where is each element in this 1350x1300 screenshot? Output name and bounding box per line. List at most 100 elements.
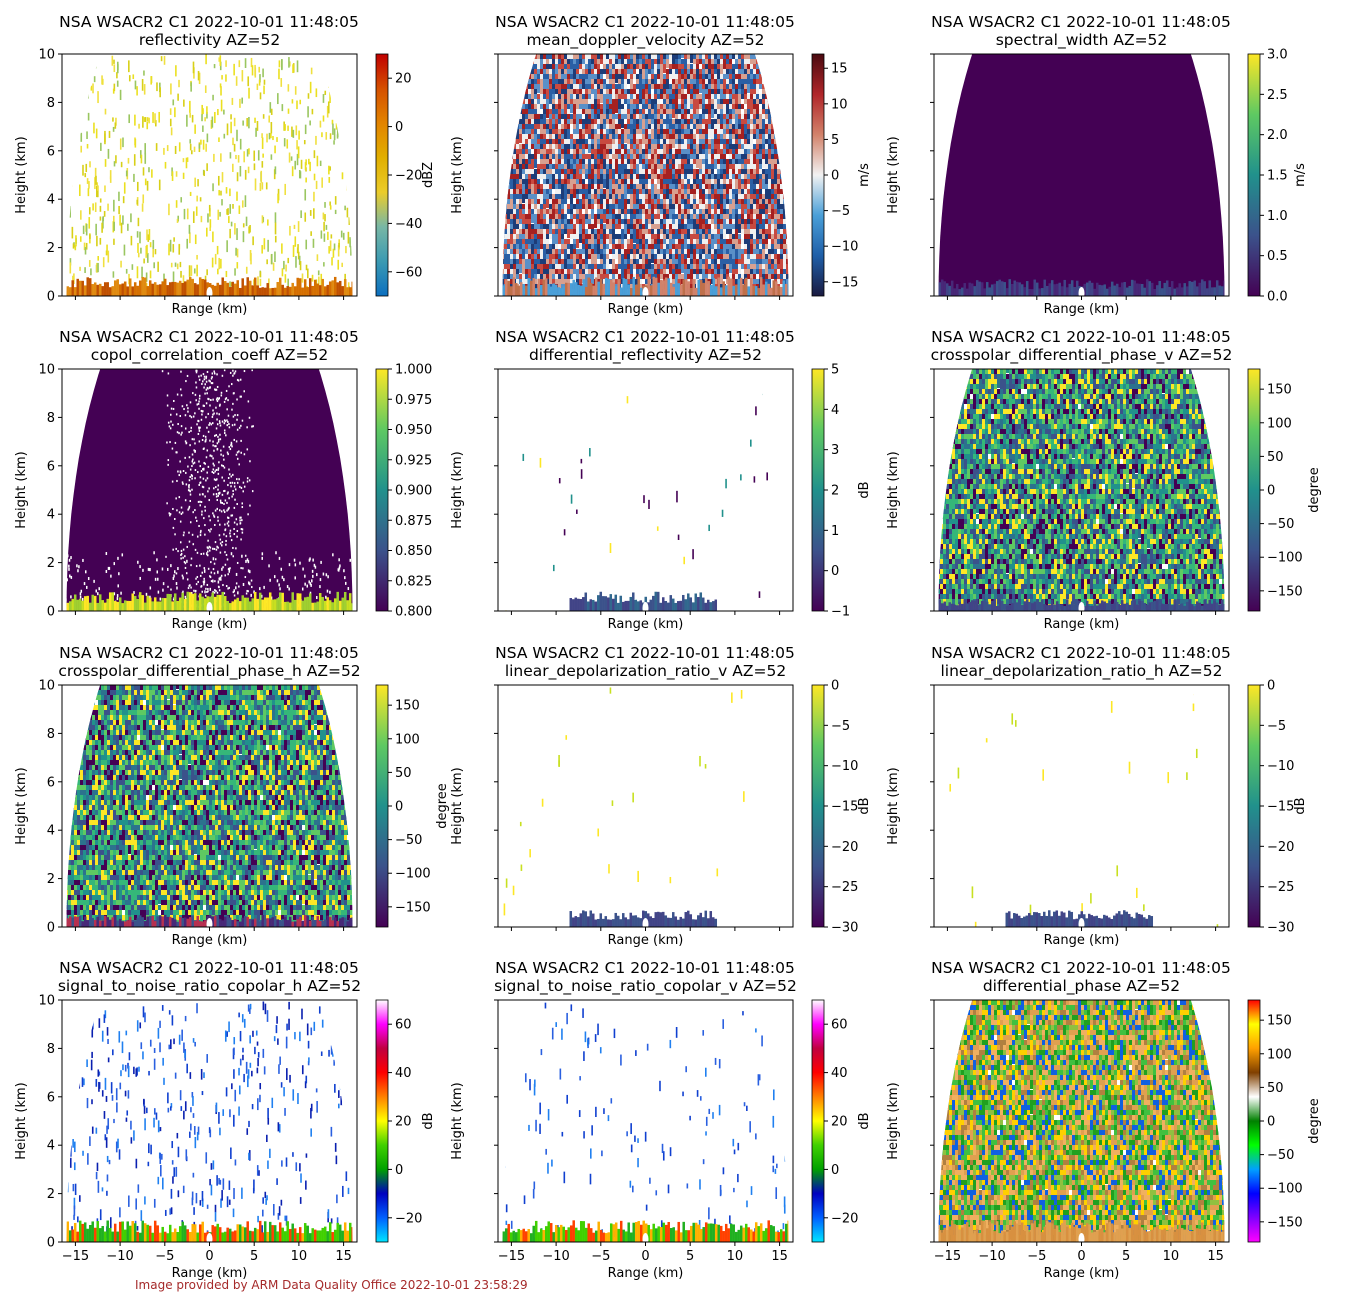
panel-subtitle: linear_depolarization_ratio_h AZ=52 [940, 662, 1222, 681]
panel-subtitle: crosspolar_differential_phase_v AZ=52 [931, 346, 1233, 365]
colorbar-tick-label: 2.0 [1267, 128, 1288, 143]
x-tick-label: −15 [934, 1249, 961, 1264]
y-tick-label: 10 [38, 994, 55, 1009]
colorbar-tick-label: −5 [1267, 719, 1286, 734]
data-field [941, 685, 1221, 927]
x-axis-label: Range (km) [1044, 302, 1120, 317]
colorbar-tick-label: 20 [395, 1115, 412, 1130]
colorbar-tick-label: −30 [831, 921, 858, 936]
x-tick-label: 5 [250, 1249, 258, 1264]
x-axis-label: Range (km) [608, 933, 684, 948]
x-tick-label: 5 [1122, 1249, 1130, 1264]
y-tick-label: 4 [47, 1139, 55, 1154]
colorbar-tick-label: 0 [1267, 484, 1275, 499]
x-tick-label: 15 [771, 1249, 788, 1264]
panel-title: NSA WSACR2 C1 2022-10-01 11:48:05 [495, 959, 795, 977]
x-tick-label: −15 [498, 1249, 525, 1264]
x-axis-label: Range (km) [172, 933, 248, 948]
colorbar-tick-label: 1 [831, 524, 839, 539]
colorbar-tick-label: −30 [1267, 921, 1294, 936]
colorbar-tick-label: 0 [831, 1163, 839, 1178]
y-tick-label: 6 [47, 775, 55, 790]
y-tick-label: 8 [47, 96, 55, 111]
data-field [502, 54, 789, 296]
y-axis-label: Height (km) [14, 1082, 29, 1159]
colorbar-tick-label: 0.0 [1267, 290, 1288, 305]
x-tick-label: 10 [1163, 1249, 1180, 1264]
panel-reflectivity: 0 2 4 6 8 10 NSA WSACR2 C1 2022-10-01 11:48:05… [14, 13, 436, 317]
colorbar-tick-label: −20 [831, 1211, 858, 1226]
radar-coverage [502, 54, 789, 296]
radar-site-marker [206, 1233, 213, 1242]
colorbar-label: degree [1307, 467, 1322, 513]
colorbar-label: m/s [857, 163, 872, 187]
radar-site-marker [642, 918, 649, 927]
panel-title: NSA WSACR2 C1 2022-10-01 11:48:05 [931, 959, 1231, 977]
axes-frame [497, 368, 794, 612]
colorbar: 150 100 50 0 −50 −100 −150 degree [1247, 999, 1322, 1243]
radar-site-marker [1078, 1233, 1085, 1242]
x-tick-label: −5 [155, 1249, 174, 1264]
panel-subtitle: differential_reflectivity AZ=52 [529, 346, 762, 365]
data-field [66, 54, 353, 296]
x-tick-label: 10 [291, 1249, 308, 1264]
y-axis-label: Height (km) [450, 451, 465, 528]
radar-coverage [66, 54, 353, 296]
colorbar: 60 40 20 0 −20 dB [811, 999, 872, 1243]
y-tick-label: 2 [47, 556, 55, 571]
y-tick-label: 0 [47, 921, 55, 936]
radar-coverage [505, 369, 781, 611]
colorbar-tick-label: 10 [831, 97, 848, 112]
colorbar-tick-label: 0.925 [395, 453, 432, 468]
data-field [502, 1002, 789, 1242]
colorbar-tick-label: 150 [1267, 1014, 1292, 1029]
colorbar-tick-label: −150 [1267, 1215, 1303, 1230]
panel-title: NSA WSACR2 C1 2022-10-01 11:48:05 [931, 328, 1231, 346]
x-axis-label: Range (km) [172, 1266, 248, 1281]
x-axis-label: Range (km) [1044, 933, 1120, 948]
x-axis-label: Range (km) [608, 617, 684, 632]
fill-area [938, 54, 1225, 296]
colorbar-tick-label: 0.850 [395, 544, 432, 559]
y-axis-label: Height (km) [886, 1082, 901, 1159]
colorbar-tick-label: −20 [831, 840, 858, 855]
colorbar-tick-label: −20 [395, 169, 422, 184]
colorbar-gradient [1247, 368, 1261, 612]
colorbar-tick-label: 0 [395, 120, 403, 135]
colorbar-tick-label: 60 [395, 1018, 412, 1033]
colorbar-tick-label: 0.900 [395, 484, 432, 499]
colorbar-tick-label: −10 [831, 759, 858, 774]
panel-crosspolar_differential_phase_v: NSA WSACR2 C1 2022-10-01 11:48:05crosspo… [886, 328, 1322, 632]
radar-coverage [66, 1001, 353, 1242]
panel-subtitle: differential_phase AZ=52 [983, 977, 1180, 996]
colorbar-gradient [811, 684, 825, 928]
colorbar-tick-label: −150 [1267, 584, 1303, 599]
colorbar-tick-label: 5 [831, 133, 839, 148]
y-axis-label: Height (km) [14, 767, 29, 844]
data-field [938, 1000, 1225, 1242]
colorbar-tick-label: −50 [1267, 1148, 1294, 1163]
y-tick-label: 8 [47, 727, 55, 742]
axes-frame [61, 53, 358, 297]
y-axis-label: Height (km) [450, 767, 465, 844]
panel-subtitle: copol_correlation_coeff AZ=52 [91, 346, 328, 365]
colorbar-label: dB [857, 1112, 872, 1129]
x-tick-label: −10 [106, 1249, 133, 1264]
footer-credit: Image provided by ARM Data Quality Offic… [135, 1278, 528, 1292]
y-axis-label: Height (km) [14, 136, 29, 213]
radar-coverage [938, 369, 1225, 611]
fill-area [66, 369, 353, 611]
colorbar-gradient [811, 53, 825, 297]
colorbar-label: dBZ [421, 162, 436, 188]
colorbar: 0 −5 −10 −15 −20 −25 −30 dB [811, 679, 872, 936]
data-field [938, 54, 1225, 296]
colorbar-tick-label: 1.0 [1267, 209, 1288, 224]
radar-site-marker [642, 602, 649, 611]
y-axis-label: Height (km) [14, 451, 29, 528]
y-axis-label: Height (km) [886, 451, 901, 528]
colorbar-label: dB [857, 797, 872, 814]
colorbar-tick-label: 100 [1267, 1047, 1292, 1062]
colorbar-tick-label: −100 [395, 867, 431, 882]
panel-title: NSA WSACR2 C1 2022-10-01 11:48:05 [495, 644, 795, 662]
panel-subtitle: linear_depolarization_ratio_v AZ=52 [505, 662, 786, 681]
